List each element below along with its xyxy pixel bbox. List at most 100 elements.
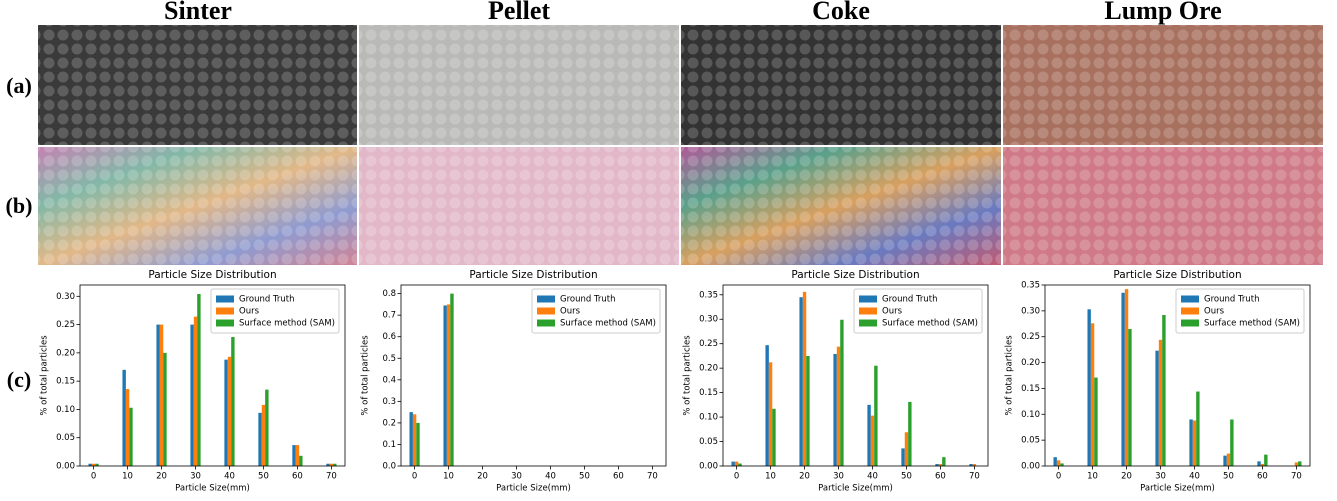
legend-label: Ground Truth bbox=[239, 295, 295, 305]
bar bbox=[731, 462, 734, 466]
bar bbox=[799, 297, 802, 466]
bar bbox=[126, 389, 129, 466]
chart: Particle Size DistributionParticle Size(… bbox=[683, 269, 989, 494]
y-tick-label: 0.25 bbox=[699, 339, 718, 349]
y-tick-label: 0.05 bbox=[699, 437, 718, 447]
photo-texture bbox=[38, 25, 1323, 145]
y-tick-label: 0.25 bbox=[1021, 332, 1040, 342]
row-label: (a) bbox=[6, 73, 32, 98]
y-tick-label: 0.25 bbox=[56, 320, 75, 330]
bar bbox=[1264, 455, 1267, 466]
y-tick-label: 0.3 bbox=[382, 397, 396, 407]
bar bbox=[1196, 392, 1199, 466]
y-tick-label: 0.7 bbox=[382, 311, 396, 321]
legend: Ground Truth Ours Surface method (SAM) bbox=[532, 289, 660, 333]
bar bbox=[228, 357, 231, 466]
bar bbox=[908, 402, 911, 466]
x-tick-label: 40 bbox=[545, 472, 556, 482]
y-tick-label: 0.35 bbox=[699, 290, 718, 300]
bar bbox=[1189, 419, 1192, 466]
bar bbox=[156, 325, 159, 466]
y-tick-label: 0.20 bbox=[699, 364, 718, 374]
bar bbox=[1155, 351, 1158, 466]
bar bbox=[231, 337, 234, 466]
chart-title: Particle Size Distribution bbox=[1113, 269, 1241, 281]
bar bbox=[160, 325, 163, 466]
x-axis-label: Particle Size(mm) bbox=[175, 484, 250, 494]
bar bbox=[769, 362, 772, 466]
y-tick-label: 0.6 bbox=[382, 332, 396, 342]
y-tick-label: 0.20 bbox=[1021, 358, 1040, 368]
legend-label: Ground Truth bbox=[560, 295, 616, 305]
legend-swatch bbox=[859, 308, 877, 315]
bar bbox=[867, 405, 870, 466]
bar bbox=[1053, 457, 1056, 466]
bar bbox=[840, 320, 843, 466]
y-tick-label: 0.00 bbox=[56, 462, 75, 472]
chart: Particle Size DistributionParticle Size(… bbox=[361, 269, 667, 494]
x-tick-label: 40 bbox=[867, 472, 878, 482]
x-tick-label: 60 bbox=[1257, 472, 1268, 482]
bar bbox=[265, 390, 268, 466]
y-tick-label: 0.10 bbox=[56, 405, 75, 415]
photos bbox=[38, 25, 1323, 265]
bar bbox=[833, 354, 836, 466]
y-tick-label: 0.15 bbox=[699, 388, 718, 398]
x-tick-label: 10 bbox=[1087, 472, 1098, 482]
legend-swatch bbox=[1181, 320, 1199, 327]
bar bbox=[1128, 329, 1131, 466]
x-tick-label: 40 bbox=[1189, 472, 1200, 482]
legend-swatch bbox=[537, 320, 555, 327]
x-tick-label: 60 bbox=[292, 472, 303, 482]
y-tick-label: 0.20 bbox=[56, 348, 75, 358]
bar bbox=[871, 416, 874, 466]
y-tick-label: 0.05 bbox=[1021, 436, 1040, 446]
bar bbox=[447, 304, 450, 466]
bar bbox=[1094, 378, 1097, 466]
bar bbox=[1257, 461, 1260, 466]
legend-swatch bbox=[1181, 296, 1199, 303]
legend-swatch bbox=[1181, 308, 1199, 315]
y-tick-label: 0.0 bbox=[382, 462, 396, 472]
bar bbox=[772, 409, 775, 466]
y-tick-label: 0.10 bbox=[699, 413, 718, 423]
y-tick-label: 0.05 bbox=[56, 433, 75, 443]
x-tick-label: 50 bbox=[258, 472, 269, 482]
bar bbox=[765, 345, 768, 466]
bar bbox=[901, 448, 904, 466]
legend-label: Ours bbox=[560, 307, 581, 317]
bar bbox=[1087, 309, 1090, 466]
bar bbox=[1121, 293, 1124, 466]
chart-title: Particle Size Distribution bbox=[791, 269, 919, 281]
column-title: Sinter bbox=[164, 0, 232, 25]
y-axis-label: % of total particles bbox=[361, 335, 371, 416]
y-tick-label: 0.15 bbox=[56, 377, 75, 387]
bar bbox=[262, 405, 265, 466]
x-tick-label: 20 bbox=[1121, 472, 1132, 482]
legend-label: Surface method (SAM) bbox=[560, 319, 656, 329]
bar bbox=[194, 317, 197, 466]
bar bbox=[1091, 323, 1094, 466]
bar bbox=[299, 456, 302, 466]
bar bbox=[129, 408, 132, 466]
bar bbox=[443, 305, 446, 466]
x-axis-label: Particle Size(mm) bbox=[1140, 484, 1215, 494]
bar bbox=[413, 414, 416, 466]
legend-swatch bbox=[216, 308, 234, 315]
y-tick-label: 0.30 bbox=[56, 292, 75, 302]
x-tick-label: 70 bbox=[969, 472, 980, 482]
row-label: (c) bbox=[7, 367, 31, 392]
x-tick-label: 60 bbox=[935, 472, 946, 482]
bar bbox=[296, 445, 299, 466]
chart-title: Particle Size Distribution bbox=[148, 269, 276, 281]
bar bbox=[735, 462, 738, 466]
bar bbox=[190, 325, 193, 466]
y-tick-label: 0.1 bbox=[382, 440, 396, 450]
x-tick-label: 10 bbox=[765, 472, 776, 482]
bar bbox=[1223, 456, 1226, 466]
x-tick-label: 30 bbox=[1155, 472, 1166, 482]
bar bbox=[1159, 340, 1162, 466]
bar bbox=[409, 412, 412, 466]
bar bbox=[803, 292, 806, 466]
